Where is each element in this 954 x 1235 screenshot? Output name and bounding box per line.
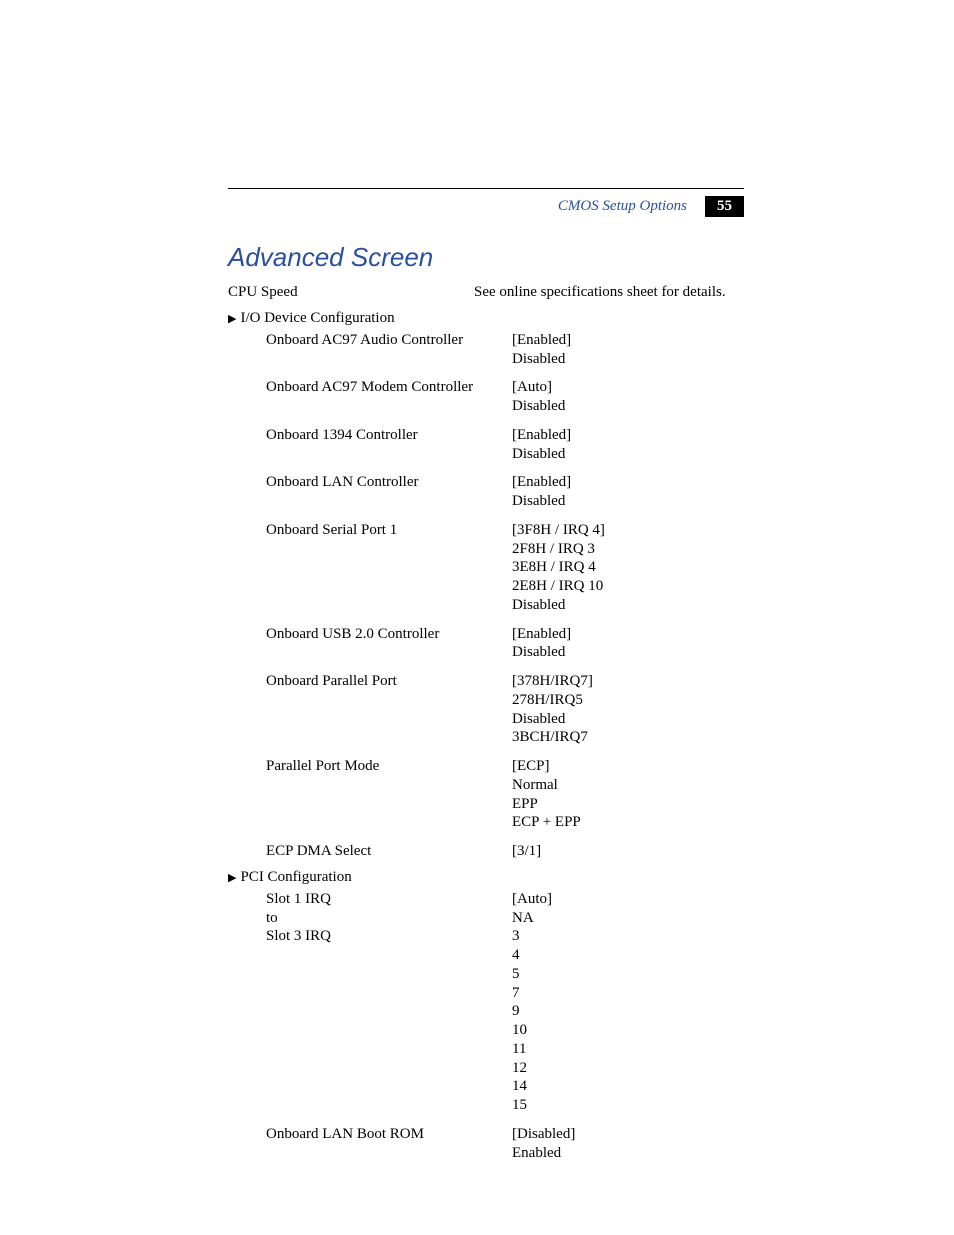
option-label: Parallel Port Mode bbox=[266, 757, 512, 776]
option-values: [Enabled]Disabled bbox=[512, 331, 744, 369]
pci-group-title: PCI Configuration bbox=[240, 869, 351, 886]
option-value: ECP + EPP bbox=[512, 813, 744, 832]
cpu-speed-value: See online specifications sheet for deta… bbox=[474, 283, 744, 302]
option-value: 7 bbox=[512, 984, 744, 1003]
option-row: Onboard 1394 Controller[Enabled]Disabled bbox=[266, 426, 744, 464]
option-values: [Auto]NA345791011121415 bbox=[512, 890, 744, 1115]
option-value: 10 bbox=[512, 1021, 744, 1040]
io-group-title: I/O Device Configuration bbox=[240, 310, 394, 327]
io-group-header: ▶ I/O Device Configuration bbox=[228, 310, 744, 327]
option-row: Onboard LAN Controller[Enabled]Disabled bbox=[266, 473, 744, 511]
pci-items: Slot 1 IRQtoSlot 3 IRQ[Auto]NA3457910111… bbox=[228, 890, 744, 1163]
option-label: Onboard Serial Port 1 bbox=[266, 521, 512, 540]
option-value: [Enabled] bbox=[512, 426, 744, 445]
option-value: Normal bbox=[512, 776, 744, 795]
option-value: Enabled bbox=[512, 1144, 744, 1163]
option-label: Slot 1 IRQtoSlot 3 IRQ bbox=[266, 890, 512, 946]
option-values: [Auto]Disabled bbox=[512, 378, 744, 416]
content: Advanced Screen CPU Speed See online spe… bbox=[228, 242, 744, 1162]
option-value: Disabled bbox=[512, 492, 744, 511]
option-value: 12 bbox=[512, 1059, 744, 1078]
option-row: Onboard LAN Boot ROM[Disabled]Enabled bbox=[266, 1125, 744, 1163]
running-header: CMOS Setup Options 55 bbox=[558, 196, 744, 217]
option-row: Onboard AC97 Modem Controller[Auto]Disab… bbox=[266, 378, 744, 416]
option-value: 9 bbox=[512, 1002, 744, 1021]
option-values: [ECP]NormalEPPECP + EPP bbox=[512, 757, 744, 832]
option-value: 15 bbox=[512, 1096, 744, 1115]
option-values: [378H/IRQ7]278H/IRQ5Disabled3BCH/IRQ7 bbox=[512, 672, 744, 747]
header-rule bbox=[228, 188, 744, 189]
option-label: Onboard LAN Boot ROM bbox=[266, 1125, 512, 1144]
page: CMOS Setup Options 55 Advanced Screen CP… bbox=[0, 0, 954, 1235]
option-value: [ECP] bbox=[512, 757, 744, 776]
option-label: Onboard AC97 Audio Controller bbox=[266, 331, 512, 350]
option-value: Disabled bbox=[512, 710, 744, 729]
pci-group-header: ▶ PCI Configuration bbox=[228, 869, 744, 886]
io-items: Onboard AC97 Audio Controller[Enabled]Di… bbox=[228, 331, 744, 861]
option-value: 2F8H / IRQ 3 bbox=[512, 540, 744, 559]
option-row: Onboard Parallel Port[378H/IRQ7]278H/IRQ… bbox=[266, 672, 744, 747]
option-values: [Enabled]Disabled bbox=[512, 473, 744, 511]
option-value: Disabled bbox=[512, 445, 744, 464]
triangle-icon: ▶ bbox=[228, 871, 236, 884]
option-values: [Disabled]Enabled bbox=[512, 1125, 744, 1163]
option-value: [Auto] bbox=[512, 890, 744, 909]
option-value: 5 bbox=[512, 965, 744, 984]
option-row: Onboard AC97 Audio Controller[Enabled]Di… bbox=[266, 331, 744, 369]
option-value: 3BCH/IRQ7 bbox=[512, 728, 744, 747]
option-value: 11 bbox=[512, 1040, 744, 1059]
option-values: [3/1] bbox=[512, 842, 744, 861]
page-number-badge: 55 bbox=[705, 196, 744, 217]
option-value: [Enabled] bbox=[512, 473, 744, 492]
option-values: [Enabled]Disabled bbox=[512, 426, 744, 464]
option-row: Onboard USB 2.0 Controller[Enabled]Disab… bbox=[266, 625, 744, 663]
option-row: Parallel Port Mode[ECP]NormalEPPECP + EP… bbox=[266, 757, 744, 832]
section-title: Advanced Screen bbox=[228, 242, 744, 273]
option-value: [Auto] bbox=[512, 378, 744, 397]
option-row: Slot 1 IRQtoSlot 3 IRQ[Auto]NA3457910111… bbox=[266, 890, 744, 1115]
option-label: ECP DMA Select bbox=[266, 842, 512, 861]
option-value: Disabled bbox=[512, 643, 744, 662]
option-value: Disabled bbox=[512, 397, 744, 416]
option-label: Onboard 1394 Controller bbox=[266, 426, 512, 445]
option-value: 278H/IRQ5 bbox=[512, 691, 744, 710]
option-values: [Enabled]Disabled bbox=[512, 625, 744, 663]
option-value: 4 bbox=[512, 946, 744, 965]
option-value: Disabled bbox=[512, 350, 744, 369]
option-row: Onboard Serial Port 1[3F8H / IRQ 4]2F8H … bbox=[266, 521, 744, 615]
option-row: ECP DMA Select[3/1] bbox=[266, 842, 744, 861]
option-value: 14 bbox=[512, 1077, 744, 1096]
option-label: Onboard Parallel Port bbox=[266, 672, 512, 691]
option-value: 3 bbox=[512, 927, 744, 946]
option-value: [Disabled] bbox=[512, 1125, 744, 1144]
triangle-icon: ▶ bbox=[228, 312, 236, 325]
option-label: Onboard LAN Controller bbox=[266, 473, 512, 492]
option-value: NA bbox=[512, 909, 744, 928]
option-value: [3/1] bbox=[512, 842, 744, 861]
option-label: Onboard USB 2.0 Controller bbox=[266, 625, 512, 644]
option-value: [Enabled] bbox=[512, 625, 744, 644]
option-value: [Enabled] bbox=[512, 331, 744, 350]
option-value: EPP bbox=[512, 795, 744, 814]
running-title: CMOS Setup Options bbox=[558, 198, 687, 215]
option-value: [378H/IRQ7] bbox=[512, 672, 744, 691]
option-value: [3F8H / IRQ 4] bbox=[512, 521, 744, 540]
option-label: Onboard AC97 Modem Controller bbox=[266, 378, 512, 397]
option-value: 3E8H / IRQ 4 bbox=[512, 558, 744, 577]
option-value: 2E8H / IRQ 10 bbox=[512, 577, 744, 596]
option-values: [3F8H / IRQ 4]2F8H / IRQ 33E8H / IRQ 42E… bbox=[512, 521, 744, 615]
cpu-speed-row: CPU Speed See online specifications shee… bbox=[228, 283, 744, 302]
cpu-speed-label: CPU Speed bbox=[228, 283, 474, 302]
option-value: Disabled bbox=[512, 596, 744, 615]
